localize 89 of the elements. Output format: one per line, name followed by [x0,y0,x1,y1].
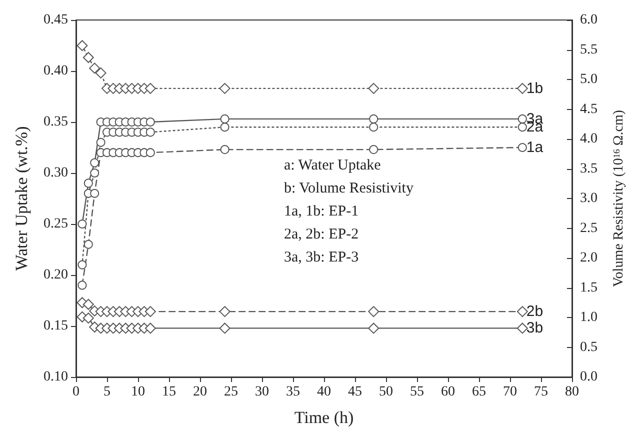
x-tick-label: 25 [224,384,238,400]
point [84,240,93,249]
series-label: 1a [526,139,544,156]
x-tick-label: 50 [379,384,393,400]
y2-tick-label: 6.0 [580,12,598,28]
point [95,67,106,78]
point [369,145,378,154]
point [516,82,528,94]
point [144,82,156,94]
y2-tick-label: 0.0 [580,370,598,384]
y-tick-label: 0.40 [44,64,68,78]
x-axis-title: Time (h) [294,408,354,427]
point [368,306,380,318]
x-tick-label: 35 [286,384,300,400]
x-tick-label: 55 [410,384,424,400]
y-tick-label: 0.45 [44,12,68,28]
y-axis-title: Water Uptake (wt.%) [12,126,31,271]
point [368,322,380,334]
point [144,322,156,334]
y2-tick-label: 4.0 [580,132,598,146]
y2-tick-label: 0.5 [580,340,598,355]
series-label: 1b [526,80,544,97]
point [82,52,94,63]
x-tick-label: 75 [534,384,548,400]
x-tick-label: 10 [131,384,145,400]
x-tick-label: 0 [72,384,80,400]
x-tick-label: 30 [255,384,269,400]
y2-tick-label: 2.5 [580,220,598,236]
x-tick-label: 60 [441,384,455,400]
point [82,298,94,310]
point [82,312,94,324]
y-tick-label: 0.10 [44,370,68,384]
point [76,40,88,52]
point [368,82,380,94]
point [219,306,230,318]
point [369,114,378,124]
y-tick-label: 0.20 [44,268,68,282]
point [78,260,87,270]
x-tick-label: 80 [565,384,579,400]
annotation: 1a, 1b: EP-1 [284,204,359,220]
y2-axis-title: Volume Resistivity (1016 Ω.cm) [612,110,626,288]
x-tick-label: 45 [348,384,362,400]
y2-tick-label: 5.0 [580,72,598,87]
point [78,220,87,228]
y2-tick-label: 4.5 [580,102,598,117]
point [146,118,155,126]
x-tick-label: 20 [193,384,207,400]
point [90,168,100,178]
x-tick-label: 5 [104,384,110,400]
x-tick-label: 40 [317,384,331,400]
point [219,82,230,94]
point [518,122,527,132]
point [144,306,156,318]
y2-tick-label: 1.5 [580,280,598,296]
y2-tick-label: 2.0 [580,250,598,266]
annotation: b: Volume Resistivity [284,180,414,196]
x-tick-label: 65 [472,384,486,400]
y-tick-label: 0.30 [44,166,68,180]
x-tick-label: 70 [503,384,517,400]
y2-tick-label: 1.0 [580,310,598,325]
series-label: 2b [526,303,544,320]
point [146,148,155,158]
x-tick-label: 15 [162,384,176,400]
y-tick-label: 0.15 [44,318,68,334]
point [90,188,100,198]
y2-tick-label: 5.5 [580,42,598,58]
point [220,122,230,132]
y2-tick-label: 3.5 [580,161,598,176]
annotation: 3a, 3b: EP-3 [284,250,359,266]
point [518,114,527,124]
point [78,280,87,290]
point [146,128,155,137]
point [96,138,106,147]
annotation: 2a, 2b: EP-2 [284,226,359,242]
point [89,62,100,74]
point [220,114,230,124]
annotation: a: Water Uptake [284,158,382,174]
point [220,145,230,154]
point [518,143,527,152]
point [90,158,100,168]
point [84,178,93,188]
point [516,306,528,318]
point [516,322,528,334]
y2-tick-label: 3.0 [580,191,598,206]
series-label: 3b [526,320,544,337]
y-tick-label: 0.35 [44,114,68,130]
y-tick-label: 0.25 [44,216,68,232]
point [369,122,378,132]
point [219,322,230,334]
